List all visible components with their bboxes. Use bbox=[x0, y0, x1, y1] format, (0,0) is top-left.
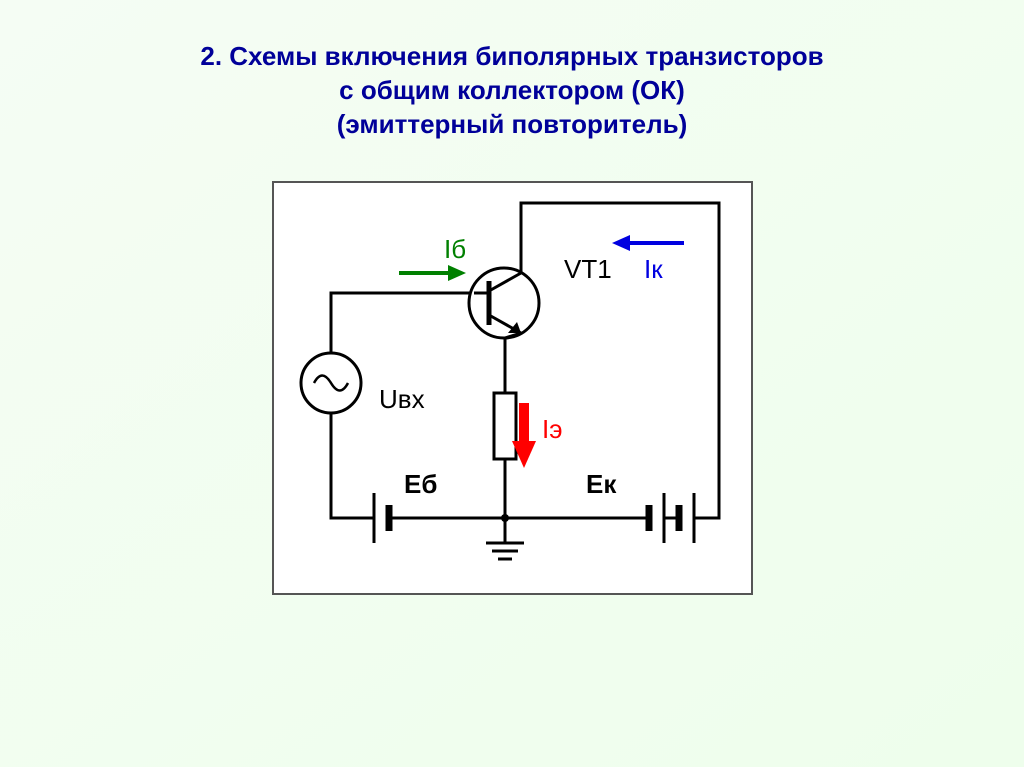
transistor-circle-icon bbox=[469, 268, 539, 338]
slide-title: 2. Схемы включения биполярных транзистор… bbox=[0, 0, 1024, 141]
label-ib: Iб bbox=[444, 234, 466, 264]
label-ie: Iэ bbox=[542, 414, 563, 444]
node-dot bbox=[501, 514, 509, 522]
resistor-icon bbox=[494, 393, 516, 459]
label-ik: Iк bbox=[644, 254, 663, 284]
wire-collector-loop bbox=[521, 203, 719, 518]
wire-source-to-base bbox=[331, 293, 474, 353]
label-uvx: Uвх bbox=[379, 384, 425, 414]
arrow-ik-head bbox=[612, 235, 630, 251]
wire-source-to-eb bbox=[331, 413, 374, 518]
label-eb: Еб bbox=[404, 469, 437, 499]
title-line-1: 2. Схемы включения биполярных транзистор… bbox=[200, 41, 823, 71]
title-line-3: (эмиттерный повторитель) bbox=[337, 109, 688, 139]
label-ek: Ек bbox=[586, 469, 617, 499]
label-vt1: VT1 bbox=[564, 254, 612, 284]
arrow-ib-head bbox=[448, 265, 466, 281]
title-line-2: с общим коллектором (ОК) bbox=[339, 75, 685, 105]
circuit-diagram: Iб VT1 Iк Uвх Iэ Еб Ек bbox=[272, 181, 753, 595]
